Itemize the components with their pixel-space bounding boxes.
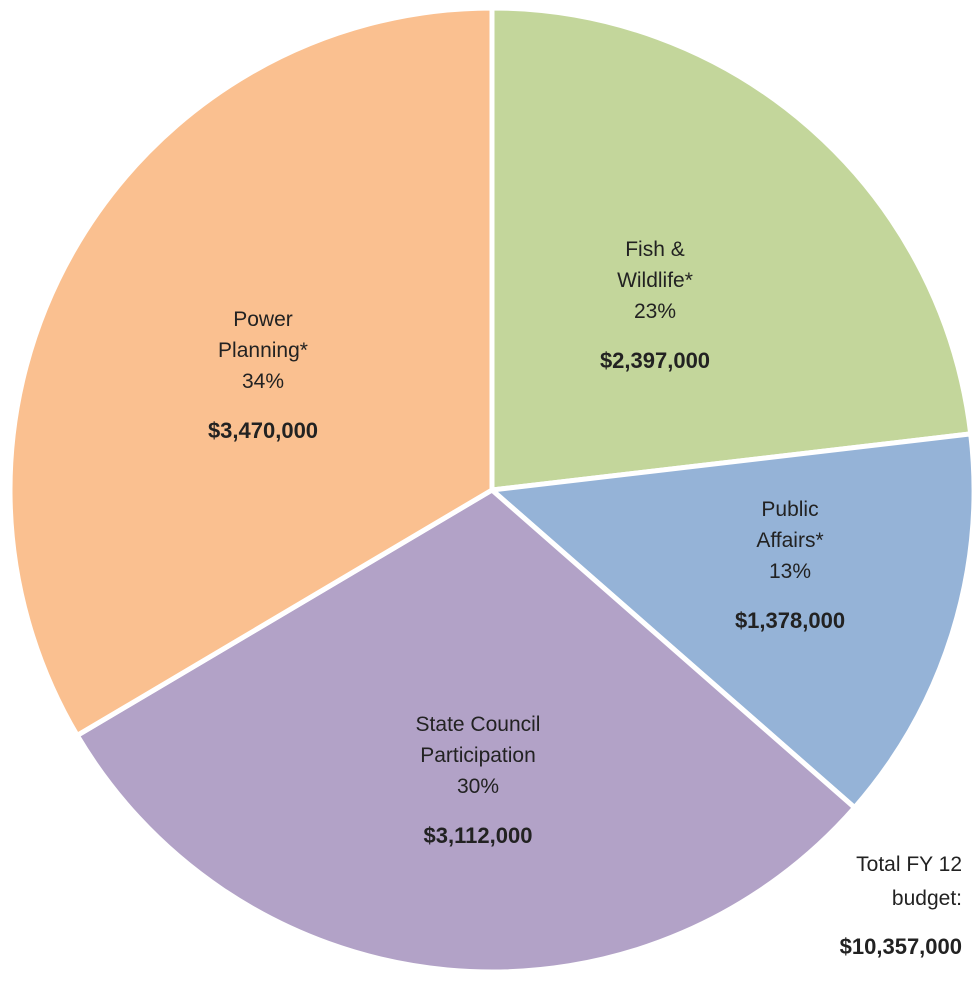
category-label: Fish & Wildlife* (617, 238, 693, 292)
category-label: Power Planning* (218, 308, 308, 362)
value-label: $3,470,000 (207, 418, 319, 443)
percentage-label: 23% (633, 300, 677, 323)
pie-slice (74, 487, 858, 975)
value-label: $3,112,000 (423, 823, 533, 848)
total-value: $10,357,000 (839, 934, 962, 959)
value-label: $2,397,000 (599, 348, 711, 373)
pie-slice (7, 5, 495, 738)
percentage-label: 30% (456, 775, 500, 798)
category-label: Public Affairs* (756, 498, 824, 552)
slice-label: State Council Participation 30% $3,112,000 (388, 709, 568, 851)
percentage-label: 34% (241, 370, 285, 393)
slice-label: Public Affairs* 13% $1,378,000 (735, 494, 845, 636)
pie-slice (489, 5, 972, 493)
percentage-label: 13% (768, 560, 812, 583)
slice-label: Fish & Wildlife* 23% $2,397,000 (595, 234, 715, 376)
pie-slice (489, 431, 972, 811)
total-text: Total FY 12 budget: (856, 853, 962, 910)
slice-label: Power Planning* 34% $3,470,000 (198, 304, 328, 446)
category-label: State Council Participation (415, 713, 541, 767)
total-annotation: Total FY 12 budget: $10,357,000 (812, 848, 962, 964)
value-label: $1,378,000 (734, 608, 846, 633)
